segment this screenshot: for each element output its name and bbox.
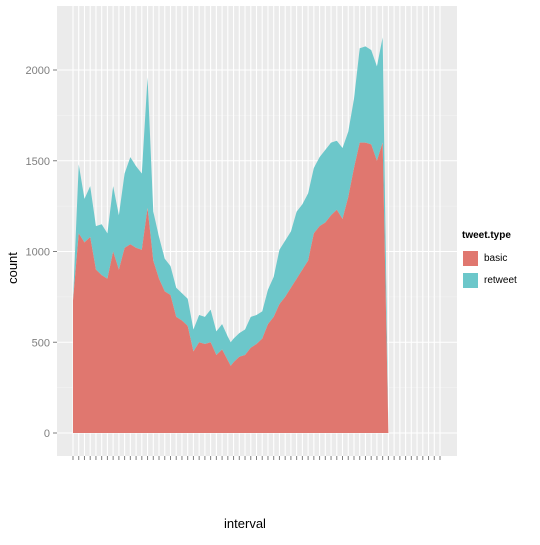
x-axis-title: interval [224, 516, 266, 531]
area-basic [73, 142, 440, 433]
y-tick-label: 500 [32, 337, 50, 349]
legend: tweet.type basic retweet [462, 230, 538, 291]
y-tick-label: 1500 [26, 156, 50, 168]
legend-item-retweet: retweet [462, 269, 538, 291]
legend-swatch-basic [462, 249, 479, 267]
y-tick-label: 2000 [26, 65, 50, 77]
legend-label-retweet: retweet [484, 274, 517, 286]
area-series [73, 37, 440, 433]
legend-item-basic: basic [462, 247, 538, 269]
legend-title: tweet.type [462, 230, 511, 241]
y-tick-label: 0 [44, 428, 50, 440]
legend-label-basic: basic [484, 252, 508, 264]
y-tick-label: 1000 [26, 247, 50, 259]
y-axis-title: count [5, 252, 20, 284]
y-axis: 0 500 1000 1500 2000 [26, 65, 57, 440]
x-axis [72, 456, 441, 460]
legend-swatch-retweet [462, 271, 479, 289]
area-retweet [73, 37, 440, 433]
